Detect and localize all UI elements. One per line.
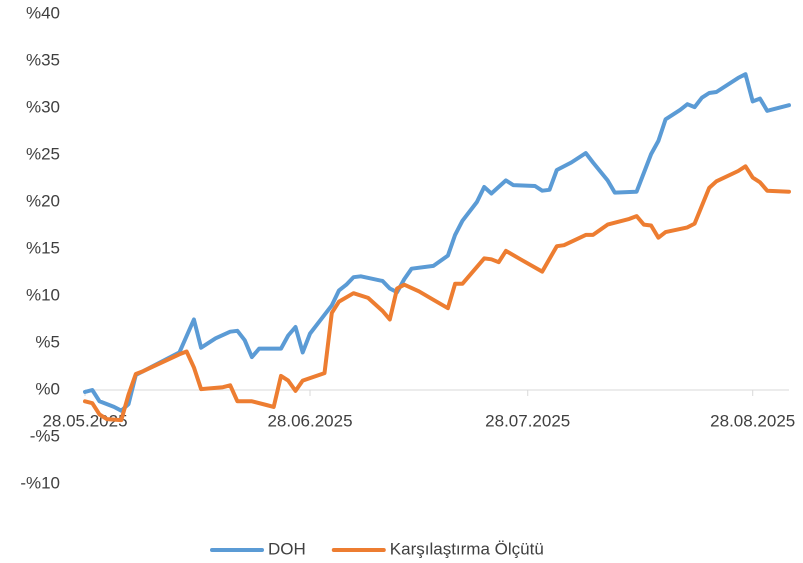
x-tick-label: 28.08.2025 <box>710 411 795 430</box>
y-tick-label: %35 <box>26 50 60 69</box>
y-tick-label: %15 <box>26 238 60 257</box>
series-line <box>83 72 791 413</box>
y-tick-label: %20 <box>26 191 60 210</box>
x-tick-label: 28.06.2025 <box>267 411 352 430</box>
y-tick-label: -%10 <box>20 473 60 492</box>
y-tick-label: %30 <box>26 97 60 116</box>
y-tick-label: %25 <box>26 144 60 163</box>
y-tick-label: %40 <box>26 3 60 22</box>
series-line <box>83 164 791 423</box>
legend-label: Karşılaştırma Ölçütü <box>390 539 544 558</box>
legend-label: DOH <box>268 539 306 558</box>
y-tick-label: %5 <box>35 332 60 351</box>
y-tick-label: %10 <box>26 285 60 304</box>
x-tick-label: 28.05.2025 <box>42 411 127 430</box>
y-tick-label: %0 <box>35 379 60 398</box>
x-tick-label: 28.07.2025 <box>485 411 570 430</box>
y-tick-label: -%5 <box>30 426 60 445</box>
